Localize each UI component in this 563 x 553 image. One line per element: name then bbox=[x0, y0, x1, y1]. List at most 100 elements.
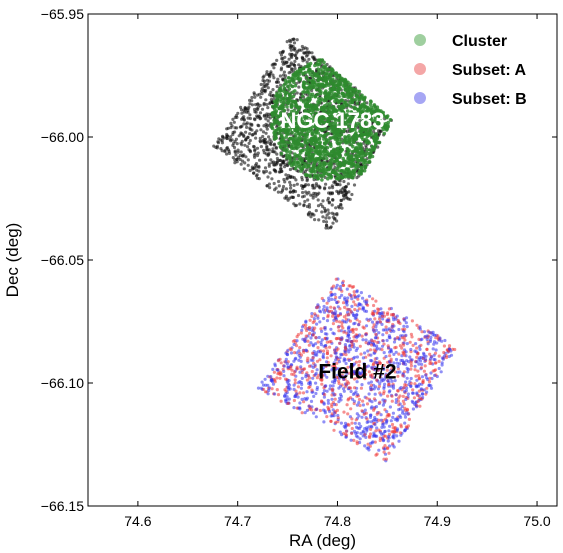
subset-b-point bbox=[330, 293, 334, 297]
subset-b-point bbox=[320, 329, 324, 333]
cluster-point bbox=[272, 118, 276, 123]
cluster-point bbox=[312, 103, 316, 108]
field-star-point bbox=[270, 149, 274, 153]
subset-a-point bbox=[401, 343, 406, 347]
subset-b-point bbox=[398, 407, 402, 411]
subset-b-point bbox=[311, 365, 315, 369]
subset-b-point bbox=[432, 342, 436, 346]
cluster-point bbox=[310, 152, 315, 157]
subset-b-point bbox=[325, 336, 329, 340]
field-star-point bbox=[287, 173, 291, 178]
subset-b-point bbox=[292, 383, 296, 387]
cluster-point bbox=[351, 144, 355, 149]
cluster-point bbox=[279, 134, 284, 139]
subset-b-point bbox=[382, 401, 386, 405]
subset-a-point bbox=[296, 333, 300, 337]
cluster-point bbox=[281, 129, 285, 133]
subset-b-point bbox=[355, 355, 359, 359]
field-star-point bbox=[236, 111, 240, 115]
field-star-point bbox=[307, 203, 311, 207]
subset-b-point bbox=[385, 418, 389, 423]
cluster-point bbox=[286, 76, 291, 80]
field-star-point bbox=[322, 219, 326, 223]
subset-b-point bbox=[312, 317, 316, 321]
field-star-point bbox=[283, 165, 287, 169]
subset-a-point bbox=[409, 364, 413, 368]
cluster-point bbox=[288, 83, 293, 87]
subset-b-point bbox=[423, 357, 428, 362]
subset-a-point bbox=[409, 381, 413, 385]
field-star-point bbox=[326, 226, 330, 230]
cluster-point bbox=[317, 101, 322, 105]
cluster-point bbox=[362, 168, 367, 173]
subset-a-point bbox=[350, 426, 354, 431]
cluster-point bbox=[291, 94, 296, 99]
subset-a-point bbox=[278, 357, 282, 361]
subset-a-point bbox=[418, 404, 422, 408]
subset-b-point bbox=[432, 357, 436, 361]
subset-a-point bbox=[437, 359, 441, 363]
cluster-point bbox=[359, 104, 363, 108]
subset-a-point bbox=[374, 453, 378, 457]
field-star-point bbox=[265, 72, 269, 76]
field-star-point bbox=[245, 125, 249, 129]
subset-a-point bbox=[351, 330, 355, 334]
cluster-point bbox=[282, 89, 287, 94]
cluster-point bbox=[293, 142, 298, 146]
subset-a-point bbox=[283, 388, 287, 392]
field-star-point bbox=[292, 189, 296, 193]
field-star-point bbox=[291, 195, 295, 199]
cluster-point bbox=[348, 114, 352, 119]
field-star-point bbox=[233, 150, 237, 154]
subset-a-point bbox=[340, 324, 344, 328]
y-tick-label: −66.00 bbox=[41, 129, 84, 145]
field-star-point bbox=[235, 126, 239, 130]
cluster-point bbox=[347, 118, 351, 122]
subset-b-point bbox=[361, 434, 365, 438]
subset-b-point bbox=[309, 336, 313, 340]
field-star-point bbox=[279, 83, 283, 87]
subset-b-point bbox=[402, 324, 406, 328]
cluster-point bbox=[310, 131, 315, 136]
subset-a-point bbox=[337, 287, 341, 291]
cluster-point bbox=[289, 124, 293, 128]
subset-b-point bbox=[361, 296, 365, 300]
cluster-point bbox=[302, 84, 306, 89]
cluster-point bbox=[340, 91, 345, 96]
cluster-point bbox=[320, 71, 324, 76]
subset-b-point bbox=[395, 434, 399, 438]
field-star-point bbox=[319, 202, 323, 206]
subset-a-point bbox=[390, 394, 394, 398]
subset-b-point bbox=[422, 330, 426, 334]
subset-b-point bbox=[395, 417, 399, 421]
subset-b-point bbox=[286, 385, 290, 389]
subset-b-point bbox=[314, 381, 318, 385]
cluster-point bbox=[320, 105, 324, 110]
cluster-point bbox=[315, 103, 319, 107]
cluster-point bbox=[358, 172, 363, 176]
field-star-point bbox=[352, 183, 357, 187]
field-star-point bbox=[244, 138, 248, 142]
field-annotation: Field #2 bbox=[318, 361, 396, 384]
field-star-point bbox=[330, 211, 334, 215]
subset-b-point bbox=[426, 342, 430, 346]
subset-a-point bbox=[348, 308, 352, 312]
cluster-point bbox=[307, 96, 312, 100]
cluster-point bbox=[326, 176, 330, 181]
field-star-point bbox=[267, 79, 271, 83]
subset-a-point bbox=[289, 348, 293, 352]
subset-b-point bbox=[357, 422, 361, 426]
subset-b-point bbox=[345, 303, 349, 307]
field-star-point bbox=[335, 183, 340, 187]
subset-a-point bbox=[360, 409, 364, 413]
cluster-point bbox=[305, 145, 310, 149]
cluster-point bbox=[338, 129, 343, 133]
cluster-point bbox=[343, 161, 347, 165]
cluster-point bbox=[295, 69, 300, 74]
cluster-point bbox=[316, 173, 321, 177]
cluster-point bbox=[318, 58, 322, 62]
subset-a-point bbox=[304, 323, 308, 327]
cluster-point bbox=[285, 150, 289, 154]
cluster-point bbox=[298, 69, 303, 73]
subset-a-point bbox=[407, 417, 411, 421]
